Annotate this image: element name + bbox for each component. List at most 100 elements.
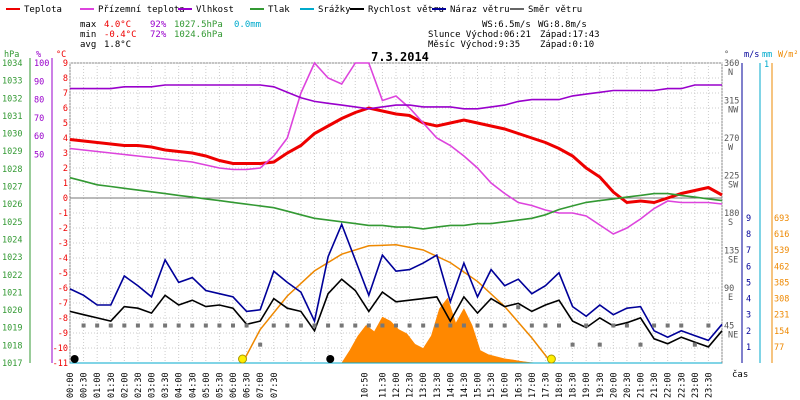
- wm-tick-label: 154: [774, 327, 789, 337]
- hpa-tick-label: 1027: [2, 183, 22, 193]
- x-tick-label: 00:00: [66, 372, 76, 398]
- x-tick-label: 14:00: [446, 372, 456, 398]
- stats-min-temp: -0.4°C: [104, 30, 137, 40]
- moonset-icon: [70, 355, 79, 363]
- deg-tick-label: 90: [724, 284, 734, 294]
- wind-direction-point: [108, 323, 113, 328]
- x-tick-label: 23:00: [691, 372, 701, 398]
- wind-direction-point: [394, 323, 398, 328]
- deg-tick-label: 270: [724, 134, 739, 144]
- temp-tick-label: -9: [58, 329, 68, 339]
- wind-direction-point: [312, 323, 317, 328]
- moon-set: Západ:0:10: [540, 40, 594, 50]
- x-tick-label: 01:00: [93, 372, 103, 398]
- wind-direction-point: [176, 323, 181, 328]
- stats-max-label: max: [80, 20, 97, 30]
- dir-tick-label: W: [728, 143, 734, 153]
- wind-direction-point: [258, 342, 263, 347]
- x-tick-label: 07:30: [270, 372, 280, 398]
- sun-set: Západ:17:43: [540, 30, 600, 40]
- stats-max-hum: 92%: [150, 20, 167, 30]
- wind-direction-point: [135, 323, 140, 328]
- deg-tick-label: 45: [724, 322, 734, 332]
- x-axis-label: čas: [732, 369, 748, 380]
- x-tick-label: 20:30: [623, 372, 633, 398]
- dir-tick-label: S: [728, 218, 733, 228]
- ms-tick-label: 9: [746, 214, 751, 224]
- wm-tick-label: 308: [774, 295, 789, 305]
- wind-direction-point: [652, 323, 657, 328]
- x-tick-label: 23:30: [704, 372, 714, 398]
- legend-label: Tlak: [268, 5, 290, 15]
- temp-tick-label: -11: [53, 359, 68, 369]
- wind-direction-point: [706, 323, 711, 328]
- dir-tick-label: E: [728, 293, 733, 303]
- wm-tick-label: 231: [774, 311, 789, 321]
- wind-direction-point: [448, 323, 453, 328]
- wind-direction-point: [353, 323, 358, 328]
- wind-direction-point: [285, 323, 290, 328]
- temp-tick-label: -5: [58, 269, 68, 279]
- mm-tick-label: 1: [764, 60, 769, 70]
- pct-tick-label: 70: [34, 114, 44, 124]
- deg-tick-label: 360: [724, 59, 739, 69]
- temp-tick-label: -1: [58, 209, 68, 219]
- hpa-tick-label: 1029: [2, 147, 22, 157]
- hpa-tick-label: 1032: [2, 94, 22, 104]
- hpa-tick-label: 1025: [2, 218, 22, 228]
- ms-tick-label: 6: [746, 262, 751, 272]
- temp-tick-label: -8: [58, 314, 68, 324]
- ms-tick-label: 3: [746, 311, 751, 321]
- x-tick-label: 17:00: [528, 372, 538, 398]
- wind-direction-point: [543, 323, 548, 328]
- wind-direction-point: [217, 323, 222, 328]
- deg-tick-label: 135: [724, 247, 739, 257]
- wind-direction-point: [380, 323, 385, 328]
- wind-direction-point: [475, 323, 480, 328]
- wm-tick-label: 385: [774, 278, 789, 288]
- hpa-tick-label: 1024: [2, 235, 22, 245]
- axes: hPa% °C1034103310321031103010291028102710…: [2, 50, 798, 398]
- wm-tick-label: 462: [774, 262, 789, 272]
- wind-direction-point: [366, 323, 371, 328]
- x-tick-label: 19:00: [582, 372, 592, 398]
- ms-tick-label: 4: [746, 295, 751, 305]
- temp-tick-label: -2: [58, 224, 68, 234]
- x-tick-label: 22:30: [677, 372, 687, 398]
- wind-sun-info: WS:6.5m/s WG:8.8m/s Slunce Východ:06:21 …: [428, 20, 600, 50]
- x-tick-label: 19:30: [596, 372, 606, 398]
- temp-tick-label: 5: [63, 119, 68, 129]
- x-tick-label: 12:30: [406, 372, 416, 398]
- legend-label: Teplota: [24, 5, 62, 15]
- x-tick-label: 07:00: [256, 372, 266, 398]
- x-tick-label: 11:30: [378, 372, 388, 398]
- temp-tick-label: 8: [63, 74, 68, 84]
- hpa-tick-label: 1031: [2, 112, 22, 122]
- wind-wg: WG:8.8m/s: [538, 20, 587, 30]
- temp-tick-label: -7: [58, 299, 68, 309]
- stats-avg-label: avg: [80, 40, 96, 50]
- chart-legend: Teplota Přízemní teplota Vlhkost Tlak Srážky…: [6, 5, 582, 15]
- wind-direction-point: [529, 323, 534, 328]
- wind-direction-point: [584, 323, 589, 328]
- hpa-tick-label: 1017: [2, 359, 22, 369]
- moon-rise: Měsíc Východ:9:35: [428, 40, 520, 50]
- deg-tick-label: 315: [724, 97, 739, 107]
- x-tick-label: 16:30: [514, 372, 524, 398]
- wind-direction-point: [122, 323, 127, 328]
- temp-axis-title: °C: [56, 50, 66, 60]
- wind-direction-point: [298, 323, 303, 328]
- x-tick-label: 01:30: [107, 372, 117, 398]
- ms-axis-title: m/s: [744, 50, 759, 60]
- dir-tick-label: NE: [728, 331, 738, 341]
- temp-tick-label: 4: [63, 134, 68, 144]
- series-line: [69, 222, 723, 342]
- hpa-axis-title: hPa: [4, 50, 19, 60]
- x-tick-label: 06:30: [243, 372, 253, 398]
- pct-tick-label: 100: [34, 59, 49, 69]
- x-tick-label: 04:30: [188, 372, 198, 398]
- temp-tick-label: 6: [63, 104, 68, 114]
- wind-direction-point: [203, 323, 208, 328]
- x-tick-label: 18:00: [555, 372, 565, 398]
- temp-tick-label: 1: [63, 179, 68, 189]
